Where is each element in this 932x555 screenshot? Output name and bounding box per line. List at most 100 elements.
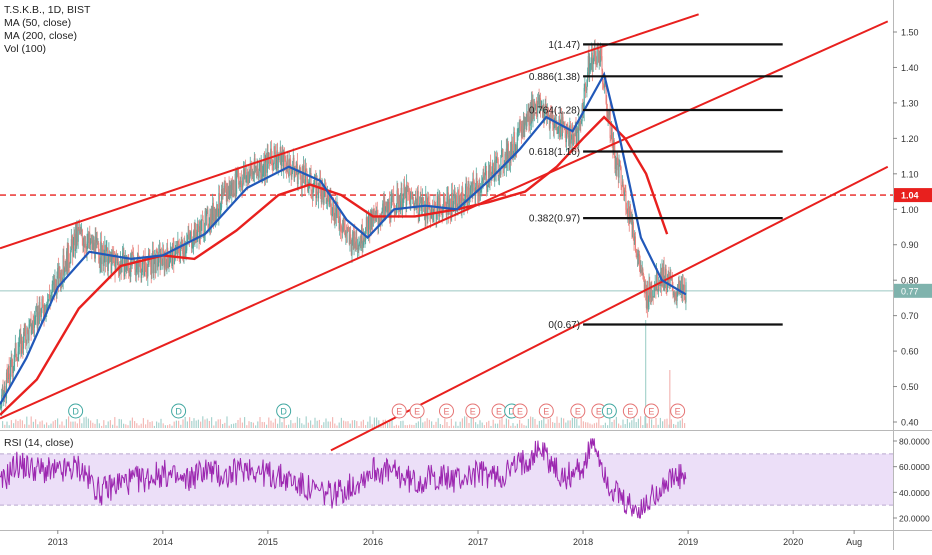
candle-body [636, 253, 638, 258]
candle-body [259, 162, 262, 173]
candle-body [187, 232, 189, 240]
candle-body [585, 83, 587, 89]
candle-body [92, 240, 94, 250]
candle-body [103, 259, 105, 266]
candle-body [666, 283, 668, 292]
candle-body [529, 124, 531, 126]
volume-bar [677, 421, 679, 428]
candle-body [16, 357, 18, 360]
candle-body [443, 194, 445, 198]
time-tick-label: 2013 [48, 537, 68, 547]
candle-body [677, 284, 680, 293]
volume-bar [21, 420, 23, 428]
volume-bar [609, 417, 611, 428]
candle-body [465, 186, 467, 191]
candle-body [79, 229, 81, 234]
candle-body [502, 148, 504, 167]
volume-bar [169, 424, 171, 428]
rsi-legend-label: RSI (14, close) [4, 437, 74, 449]
candle-body [76, 227, 78, 247]
candle-body [354, 231, 356, 244]
volume-bar [301, 423, 303, 428]
candle-body [628, 201, 630, 217]
candle-body [264, 161, 266, 177]
volume-bar [114, 417, 116, 428]
candle-body [684, 299, 686, 303]
candle-body [287, 173, 290, 177]
volume-bar [296, 416, 298, 428]
event-marker-letter: E [648, 406, 654, 416]
candle-body [30, 318, 32, 334]
candle-body [539, 98, 542, 111]
volume-bar [598, 419, 600, 428]
candle-body [572, 135, 574, 146]
candle-body [473, 178, 475, 182]
candle-body [610, 138, 612, 140]
candle-body [425, 194, 428, 207]
candle-body [380, 218, 382, 222]
candle-body [577, 128, 579, 146]
candle-body [278, 156, 280, 158]
candle-body [652, 296, 654, 298]
candle-body [399, 201, 401, 211]
candle-body [281, 150, 283, 155]
event-marker-letter: E [675, 406, 681, 416]
volume-bar [248, 421, 250, 428]
candle-body [272, 164, 275, 166]
candle-body [174, 250, 176, 261]
candle-body [243, 169, 245, 179]
candle-body [422, 197, 424, 204]
volume-bar [178, 420, 180, 428]
volume-bar [299, 418, 301, 428]
candle-body [515, 145, 517, 150]
volume-bar [283, 417, 285, 428]
candle-body [285, 161, 287, 169]
candle-body [70, 250, 72, 264]
candle-body [484, 173, 486, 180]
candle-body [146, 273, 148, 277]
candle-body [31, 330, 33, 334]
candle-body [682, 284, 684, 295]
candle-body [613, 140, 615, 152]
candle-body [355, 237, 357, 249]
candle-body [182, 254, 184, 258]
candle-body [590, 63, 592, 65]
volume-bar [327, 421, 329, 428]
candle-body [592, 59, 594, 72]
volume-bar [235, 422, 237, 428]
candle-body [410, 192, 413, 194]
candle-body [126, 258, 128, 265]
volume-bar [4, 424, 6, 428]
candle-body [676, 291, 678, 302]
candle-body [2, 387, 4, 399]
candle-body [445, 204, 447, 206]
candle-body [309, 176, 311, 186]
candle-body [382, 203, 384, 213]
candle-body [501, 148, 503, 150]
candle-body [42, 298, 44, 305]
candle-body [141, 272, 143, 278]
candle-body [456, 205, 458, 208]
candle-body [379, 218, 381, 224]
candle-body [240, 180, 242, 185]
candle-body [224, 185, 226, 189]
candle-body [294, 169, 296, 178]
volume-bar [543, 416, 545, 428]
candle-body [214, 214, 216, 222]
event-marker-letter: E [517, 406, 523, 416]
candle-body [458, 190, 460, 195]
volume-bar [629, 422, 631, 428]
volume-bar [470, 416, 472, 428]
candle-body [210, 214, 212, 228]
volume-bar [285, 425, 287, 428]
candle-body [655, 284, 657, 290]
candle-body [603, 84, 605, 88]
candle-body [598, 49, 600, 63]
volume-bar [367, 421, 369, 428]
candle-body [630, 211, 632, 221]
candle-body [453, 191, 456, 194]
candle-body [486, 170, 488, 188]
candle-body [264, 159, 266, 177]
candle-body [143, 256, 145, 276]
